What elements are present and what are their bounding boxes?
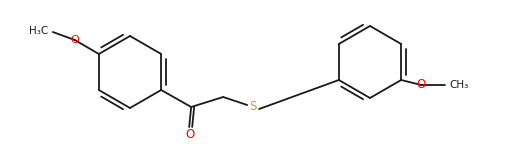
Text: O: O [417, 79, 426, 92]
Text: S: S [249, 101, 257, 114]
Text: O: O [71, 35, 79, 45]
Text: H₃C: H₃C [29, 26, 49, 36]
Text: O: O [185, 129, 195, 141]
Text: CH₃: CH₃ [450, 80, 469, 90]
